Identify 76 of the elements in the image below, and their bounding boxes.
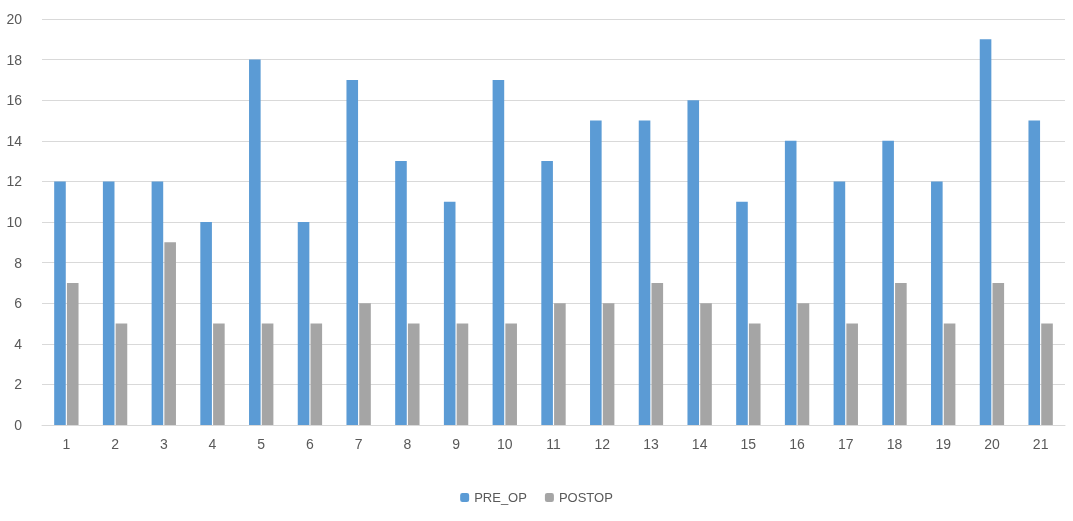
bar: [151, 181, 164, 425]
bar: [407, 323, 420, 425]
bar: [651, 282, 664, 425]
bar: [249, 59, 261, 425]
x-tick-label: 18: [886, 436, 903, 452]
bar: [784, 140, 797, 425]
bar: [54, 181, 66, 425]
bar: [882, 140, 894, 425]
legend-label: PRE_OP: [474, 490, 527, 505]
bar: [895, 282, 907, 425]
x-tick-label: 19: [935, 436, 952, 452]
bar: [164, 242, 176, 425]
bar: [979, 39, 992, 425]
x-tick-label: 13: [643, 436, 659, 452]
y-tick-label: 20: [6, 11, 23, 27]
bar: [297, 222, 310, 425]
bar: [346, 79, 359, 425]
bar: [492, 79, 505, 425]
y-tick-label: 14: [6, 132, 23, 149]
y-tick-label: 18: [6, 51, 23, 68]
y-tick-label: 16: [6, 92, 23, 109]
x-tick-label: 12: [594, 436, 611, 452]
bar: [359, 303, 371, 425]
bar: [66, 282, 79, 425]
bar: [687, 100, 700, 425]
bar: [505, 323, 517, 425]
bar: [456, 323, 469, 425]
bar: [443, 201, 456, 425]
bar: [200, 222, 212, 425]
y-tick-label: 8: [14, 254, 23, 271]
x-tick-label: 6: [306, 436, 315, 452]
bar: [797, 303, 810, 425]
x-tick-label: 7: [354, 436, 363, 452]
y-tick-label: 4: [14, 335, 23, 352]
x-tick-label: 21: [1032, 436, 1049, 452]
bar: [1028, 120, 1041, 425]
y-tick-label: 12: [6, 173, 23, 190]
bar: [395, 161, 407, 425]
bar: [1041, 323, 1053, 425]
y-tick-label: 0: [14, 417, 23, 433]
bar: [554, 303, 566, 425]
bar: [700, 303, 712, 425]
y-tick-label: 10: [6, 214, 23, 230]
bar: [931, 181, 943, 425]
x-tick-label: 2: [111, 436, 120, 452]
bar: [943, 323, 956, 425]
bar: [736, 201, 748, 425]
bar: [541, 161, 553, 425]
x-tick-label: 8: [403, 436, 412, 452]
legend-label: POSTOP: [558, 490, 613, 505]
bar: [261, 323, 274, 425]
x-tick-label: 1: [62, 436, 71, 452]
x-tick-label: 5: [257, 436, 266, 452]
bar: [115, 323, 128, 425]
x-tick-label: 20: [984, 436, 1000, 452]
x-tick-label: 3: [159, 436, 168, 452]
x-tick-label: 17: [838, 436, 854, 452]
x-tick-label: 9: [452, 436, 461, 452]
x-tick-label: 11: [546, 436, 561, 452]
bar: [748, 323, 761, 425]
y-tick-label: 6: [14, 295, 23, 312]
x-tick-label: 14: [691, 436, 708, 452]
bar: [310, 323, 323, 425]
x-tick-label: 4: [208, 436, 217, 452]
bar: [102, 181, 115, 425]
bar: [602, 303, 615, 425]
bar: [590, 120, 602, 425]
x-tick-label: 16: [789, 436, 806, 452]
bar: [638, 120, 651, 425]
x-tick-label: 15: [740, 436, 757, 452]
bar: [992, 282, 1005, 425]
bar: [846, 323, 858, 425]
y-tick-label: 2: [14, 376, 23, 393]
bar: [833, 181, 846, 425]
x-tick-label: 10: [497, 436, 513, 452]
bar: [213, 323, 225, 425]
